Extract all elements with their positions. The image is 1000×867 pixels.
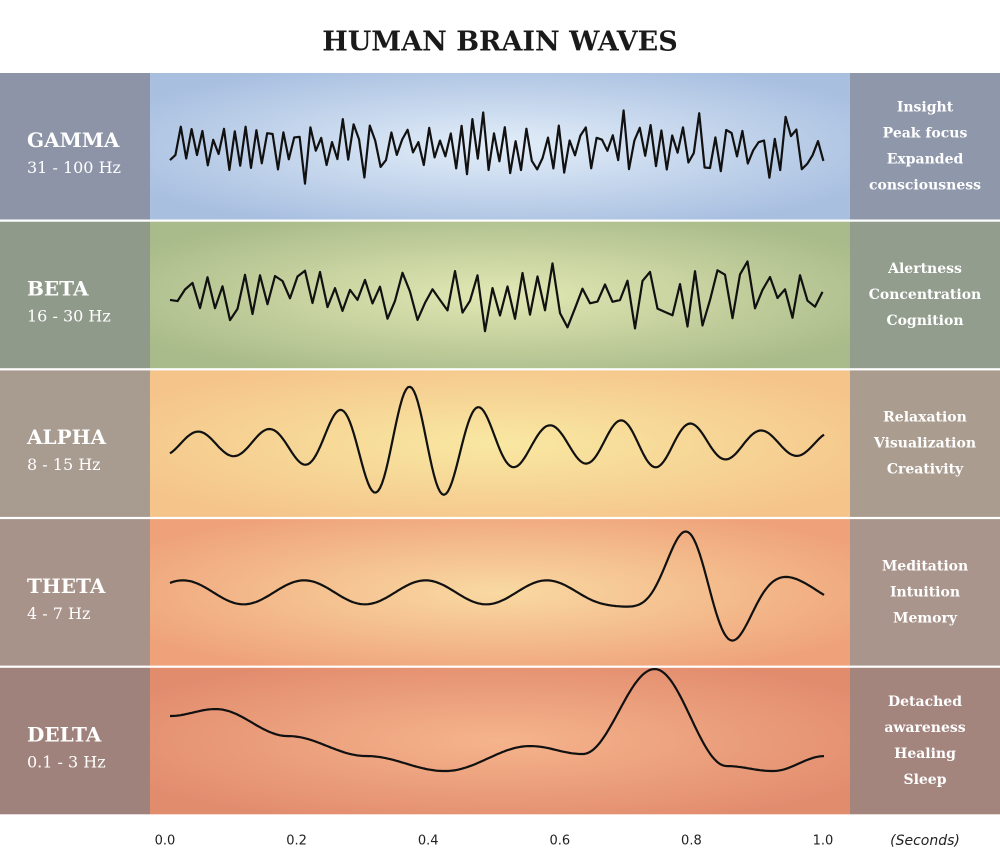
wave bbox=[169, 260, 824, 333]
effect: Intuition bbox=[890, 584, 960, 600]
band-range: 8 - 15 Hz bbox=[27, 455, 101, 474]
band-panel bbox=[0, 667, 150, 815]
axis-tick-label: 0.4 bbox=[418, 834, 439, 849]
title: HUMAN BRAIN WAVES bbox=[322, 27, 678, 58]
effect: awareness bbox=[884, 720, 965, 736]
effect: Expanded bbox=[887, 151, 964, 167]
effect: Sleep bbox=[903, 772, 946, 788]
effects-panel bbox=[850, 370, 1000, 517]
band-range: 16 - 30 Hz bbox=[27, 306, 111, 325]
wave-panel bbox=[150, 667, 850, 815]
band-panel bbox=[0, 221, 150, 369]
band-name: BETA bbox=[27, 276, 89, 300]
effect: Insight bbox=[897, 99, 954, 115]
axis-tick-label: 0.8 bbox=[681, 834, 702, 849]
effect: Memory bbox=[893, 610, 958, 626]
effect: Cognition bbox=[886, 313, 963, 329]
effect: Alertness bbox=[887, 261, 962, 277]
band-range: 0.1 - 3 Hz bbox=[27, 753, 106, 772]
wave bbox=[169, 385, 825, 496]
effects-panel bbox=[850, 667, 1000, 815]
axis-tick-label: 0.6 bbox=[549, 834, 570, 849]
axis-label: (Seconds) bbox=[890, 833, 960, 849]
effect: Relaxation bbox=[883, 410, 967, 426]
effect: Creativity bbox=[887, 462, 964, 478]
effects-panel bbox=[850, 221, 1000, 369]
wave-panel bbox=[150, 73, 850, 220]
effect: Detached bbox=[888, 694, 962, 710]
effect: consciousness bbox=[869, 177, 981, 193]
wave-panel bbox=[150, 221, 850, 369]
band-panel bbox=[0, 73, 150, 220]
band-name: ALPHA bbox=[26, 425, 107, 449]
axis-tick-label: 0.0 bbox=[155, 834, 176, 849]
wave-panel bbox=[150, 519, 850, 666]
band-name: DELTA bbox=[27, 723, 102, 747]
effect: Peak focus bbox=[883, 125, 968, 141]
effects-panel bbox=[850, 73, 1000, 220]
band-name: THETA bbox=[27, 574, 106, 598]
band-panel bbox=[0, 519, 150, 666]
effect: Healing bbox=[894, 746, 956, 762]
band-range: 4 - 7 Hz bbox=[27, 604, 90, 623]
band-name: GAMMA bbox=[27, 128, 120, 152]
wave bbox=[170, 668, 825, 773]
effect: Visualization bbox=[873, 436, 976, 452]
band-range: 31 - 100 Hz bbox=[27, 158, 121, 177]
wave bbox=[169, 530, 825, 642]
axis-tick-label: 1.0 bbox=[813, 834, 834, 849]
wave bbox=[169, 109, 825, 185]
axis-tick-label: 0.2 bbox=[286, 834, 307, 849]
wave-panel bbox=[150, 370, 850, 517]
effect: Concentration bbox=[869, 287, 982, 303]
effect: Meditation bbox=[882, 558, 968, 574]
band-panel bbox=[0, 370, 150, 517]
effects-panel bbox=[850, 519, 1000, 666]
